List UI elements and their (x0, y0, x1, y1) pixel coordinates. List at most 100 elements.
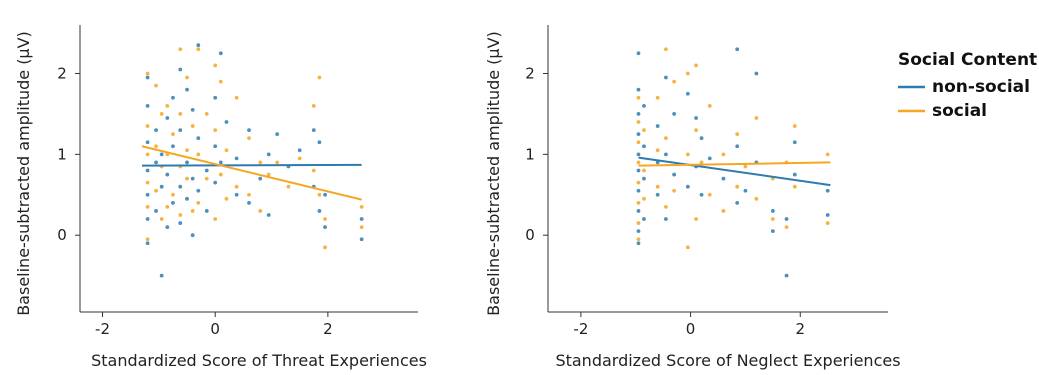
data-point-non-social (247, 128, 251, 132)
data-point-social (196, 200, 201, 205)
data-point-social (159, 112, 164, 116)
data-point-social (145, 237, 150, 242)
neglect-y-ticks: 0 1 2 (525, 65, 548, 244)
data-point-non-social (636, 209, 641, 213)
data-point-non-social (743, 188, 748, 193)
x-tick-label: 2 (795, 320, 805, 338)
data-point-social (784, 225, 789, 230)
data-point-non-social (159, 184, 164, 189)
data-point-non-social (234, 156, 239, 161)
data-point-non-social (694, 116, 698, 120)
data-point-non-social (154, 160, 158, 165)
data-point-non-social (685, 184, 690, 189)
data-point-social (234, 95, 239, 100)
data-point-social (770, 217, 775, 221)
data-point-non-social (145, 75, 150, 80)
data-point-non-social (266, 213, 271, 217)
data-point-social (224, 196, 229, 201)
data-point-non-social (247, 200, 251, 205)
data-point-social (754, 116, 759, 120)
data-point-social (247, 136, 251, 141)
data-point-non-social (275, 132, 280, 137)
data-point-social (636, 140, 641, 145)
x-tick-label: 0 (210, 320, 220, 338)
data-point-non-social (672, 172, 677, 177)
data-point-social (685, 71, 690, 76)
data-point-social (196, 47, 201, 52)
data-point-social (664, 136, 668, 141)
data-point-non-social (636, 152, 641, 157)
data-point-social (636, 120, 641, 124)
threat-x-axis-title: Standardized Score of Threat Experiences (91, 351, 427, 370)
data-point-social (672, 79, 677, 84)
data-point-non-social (636, 168, 641, 173)
data-point-social (154, 188, 158, 193)
data-point-non-social (655, 192, 660, 197)
data-point-social (266, 172, 271, 177)
data-point-non-social (636, 87, 641, 92)
data-point-social (707, 103, 712, 108)
data-point-non-social (359, 237, 364, 242)
data-point-non-social (154, 128, 158, 132)
data-point-non-social (196, 136, 201, 141)
data-point-social (359, 205, 364, 209)
data-point-non-social (178, 67, 183, 72)
data-point-social (699, 160, 704, 165)
data-point-non-social (672, 112, 677, 116)
y-tick-label: 2 (525, 65, 535, 83)
data-point-non-social (636, 112, 641, 116)
data-point-social (213, 217, 218, 221)
data-point-non-social (792, 172, 797, 177)
data-point-social (234, 184, 239, 189)
data-point-social (297, 156, 302, 161)
data-point-non-social (145, 217, 150, 221)
data-point-social (154, 144, 158, 149)
data-point-non-social (165, 172, 170, 177)
data-point-social (311, 168, 316, 173)
data-point-social (642, 128, 646, 132)
data-point-non-social (145, 192, 150, 197)
data-point-non-social (664, 75, 668, 80)
data-point-non-social (145, 241, 150, 246)
data-point-non-social (171, 144, 175, 149)
data-point-social (317, 75, 322, 80)
data-point-social (735, 132, 740, 137)
data-point-social (685, 152, 690, 157)
data-point-non-social (825, 213, 830, 217)
data-point-social (743, 164, 748, 169)
data-point-social (171, 192, 175, 197)
data-point-non-social (145, 140, 150, 145)
data-point-non-social (159, 152, 164, 157)
y-tick-label: 1 (525, 145, 535, 163)
data-point-non-social (165, 116, 170, 120)
data-point-non-social (642, 103, 646, 108)
data-point-social (190, 209, 195, 213)
data-point-non-social (218, 51, 223, 56)
y-tick-label: 0 (525, 226, 535, 244)
data-point-social (159, 217, 164, 221)
data-point-non-social (213, 144, 218, 149)
data-point-social (636, 180, 641, 185)
data-point-non-social (204, 168, 209, 173)
data-point-social (359, 225, 364, 230)
x-tick-label: 2 (323, 320, 333, 338)
data-point-non-social (323, 225, 327, 230)
data-point-social (664, 47, 668, 52)
data-point-social (196, 152, 201, 157)
data-point-social (145, 180, 150, 185)
data-point-social (247, 192, 251, 197)
threat-y-axis-title: Baseline-subtracted amplitude (µV) (14, 31, 33, 316)
data-point-social (636, 200, 641, 205)
data-point-social (145, 124, 150, 128)
x-tick-label: 0 (686, 320, 696, 338)
data-point-non-social (735, 47, 740, 52)
legend-label-non-social: non-social (932, 77, 1030, 97)
data-point-non-social (190, 176, 195, 181)
data-point-non-social (642, 217, 646, 221)
data-point-non-social (178, 221, 183, 225)
y-tick-label: 0 (57, 226, 67, 244)
data-point-non-social (754, 71, 759, 76)
data-point-social (685, 245, 690, 250)
data-point-social (694, 128, 698, 132)
data-point-non-social (359, 217, 364, 221)
